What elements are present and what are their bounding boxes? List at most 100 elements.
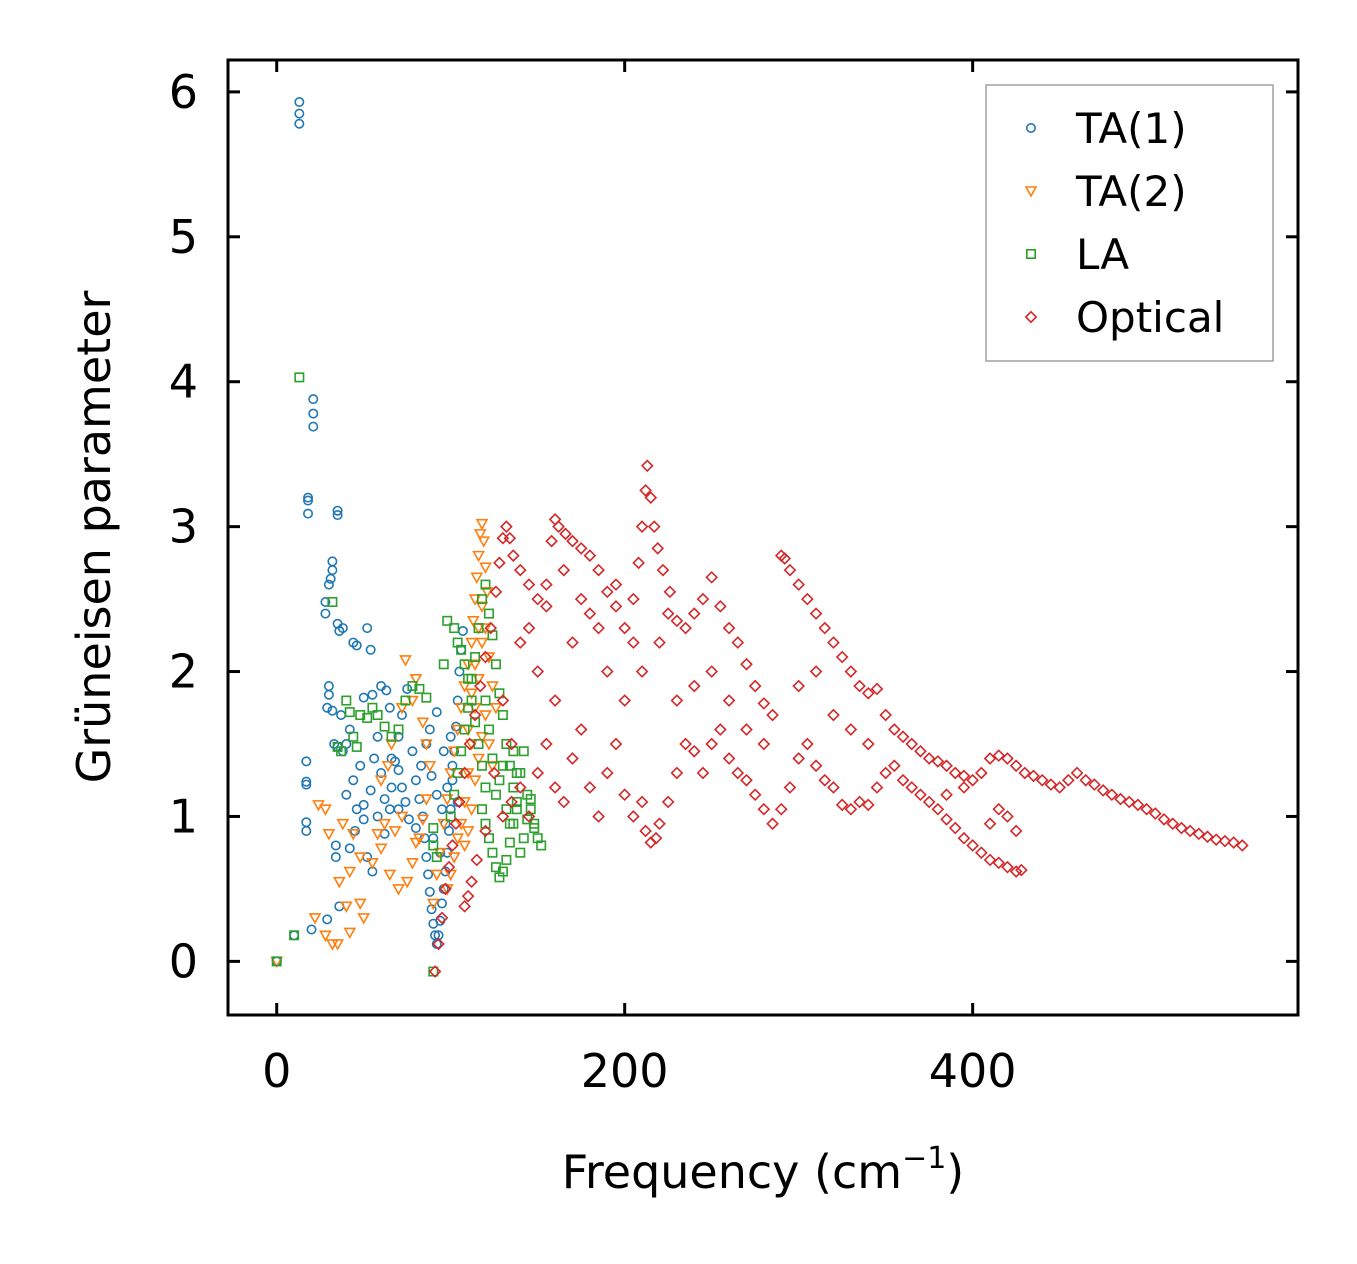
- series-optical: [428, 459, 1249, 978]
- data-point-optical: [757, 737, 771, 751]
- data-point-optical: [1009, 759, 1023, 773]
- data-point-ta-2: [419, 739, 433, 751]
- data-point-optical: [922, 752, 936, 765]
- data-point-ta-1: [327, 705, 338, 716]
- data-point-optical: [461, 889, 475, 903]
- data-point-ta-2: [458, 797, 471, 809]
- data-point-la: [442, 615, 453, 626]
- data-point-optical: [574, 542, 588, 555]
- data-point-optical: [983, 752, 997, 765]
- data-point-optical: [1088, 778, 1101, 791]
- data-point-ta-2: [475, 601, 489, 613]
- data-point-la: [501, 854, 512, 865]
- data-point-ta-2: [383, 869, 397, 882]
- data-point-optical: [496, 694, 510, 707]
- data-point-ta-2: [392, 884, 405, 896]
- data-point-ta-1: [393, 765, 404, 776]
- data-point-optical: [592, 563, 605, 577]
- data-point-ta-1: [355, 760, 366, 771]
- data-point-optical: [540, 578, 553, 591]
- data-point-ta-1: [301, 776, 312, 787]
- data-point-la: [445, 811, 456, 822]
- data-point-ta-1: [301, 825, 312, 836]
- data-point-la: [480, 818, 491, 829]
- data-point-optical: [705, 665, 719, 678]
- data-point-ta-1: [421, 852, 432, 863]
- data-point-optical: [592, 621, 605, 635]
- data-point-la: [449, 789, 460, 800]
- data-point-ta-1: [332, 510, 343, 521]
- data-point-optical: [566, 752, 579, 765]
- data-point-optical: [696, 766, 710, 780]
- data-point-ta-2: [416, 717, 430, 729]
- data-point-la: [367, 702, 378, 713]
- data-point-optical: [748, 679, 762, 693]
- data-point-ta-1: [294, 108, 305, 119]
- data-point-la: [511, 767, 522, 778]
- data-point-optical: [905, 737, 919, 751]
- data-point-ta-1: [303, 495, 314, 506]
- data-point-ta-1: [428, 833, 439, 844]
- data-point-ta-2: [374, 775, 388, 787]
- data-point-optical: [957, 769, 971, 783]
- data-point-optical: [609, 737, 623, 751]
- data-point-ta-1: [301, 779, 312, 790]
- data-point-optical: [487, 766, 501, 780]
- data-point-ta-1: [410, 823, 421, 834]
- data-point-ta-1: [436, 898, 447, 909]
- data-point-optical: [473, 679, 487, 693]
- data-point-optical: [503, 531, 517, 545]
- data-point-optical: [1122, 795, 1136, 809]
- data-point-ta-2: [357, 913, 371, 925]
- data-point-ta-1: [301, 817, 312, 828]
- data-point-la: [341, 695, 352, 706]
- data-point-ta-2: [409, 673, 423, 686]
- data-point-optical: [853, 679, 866, 693]
- data-point-optical: [975, 766, 988, 780]
- data-point-ta-2: [472, 753, 485, 766]
- data-point-la: [362, 712, 373, 723]
- data-point-optical: [453, 795, 466, 809]
- data-point-optical: [661, 795, 675, 809]
- data-point-ta-1: [367, 689, 378, 700]
- data-point-optical: [722, 694, 736, 707]
- data-point-ta-1: [438, 746, 449, 757]
- data-point-ta-1: [351, 640, 362, 651]
- data-point-ta-2: [473, 529, 487, 541]
- data-point-optical: [1201, 830, 1214, 844]
- data-point-la: [449, 623, 460, 634]
- data-point-la: [344, 707, 355, 718]
- data-point-optical: [914, 788, 927, 802]
- data-point-optical: [740, 723, 753, 736]
- data-point-optical: [496, 531, 510, 545]
- data-point-ta-2: [366, 858, 379, 870]
- data-point-ta-2: [374, 843, 388, 855]
- data-point-optical: [992, 749, 1006, 762]
- data-point-ta-1: [323, 681, 334, 692]
- y-tick-label: 4: [169, 355, 198, 409]
- data-point-optical: [559, 527, 572, 541]
- data-point-ta-2: [378, 818, 391, 831]
- data-point-optical: [640, 459, 654, 473]
- data-point-optical: [635, 665, 649, 678]
- y-axis-title: Grüneisen parameter: [67, 290, 121, 783]
- data-point-ta-2: [381, 760, 395, 773]
- data-point-optical: [888, 759, 901, 773]
- data-point-optical: [1044, 778, 1058, 791]
- data-point-ta-2: [406, 858, 419, 870]
- data-point-optical: [600, 585, 614, 599]
- data-point-optical: [566, 636, 579, 649]
- data-point-ta-1: [325, 573, 336, 584]
- data-point-optical: [1235, 839, 1249, 852]
- data-point-optical: [1001, 810, 1014, 823]
- data-point-ta-2: [322, 829, 336, 841]
- data-point-ta-1: [337, 623, 348, 634]
- series-ta-2: [270, 518, 503, 969]
- data-point-optical: [731, 766, 745, 780]
- data-point-ta-1: [431, 789, 442, 800]
- data-point-optical: [983, 817, 997, 831]
- data-point-optical: [853, 795, 866, 809]
- data-point-ta-1: [294, 118, 305, 129]
- data-point-ta-1: [384, 804, 395, 815]
- data-point-optical: [548, 513, 562, 526]
